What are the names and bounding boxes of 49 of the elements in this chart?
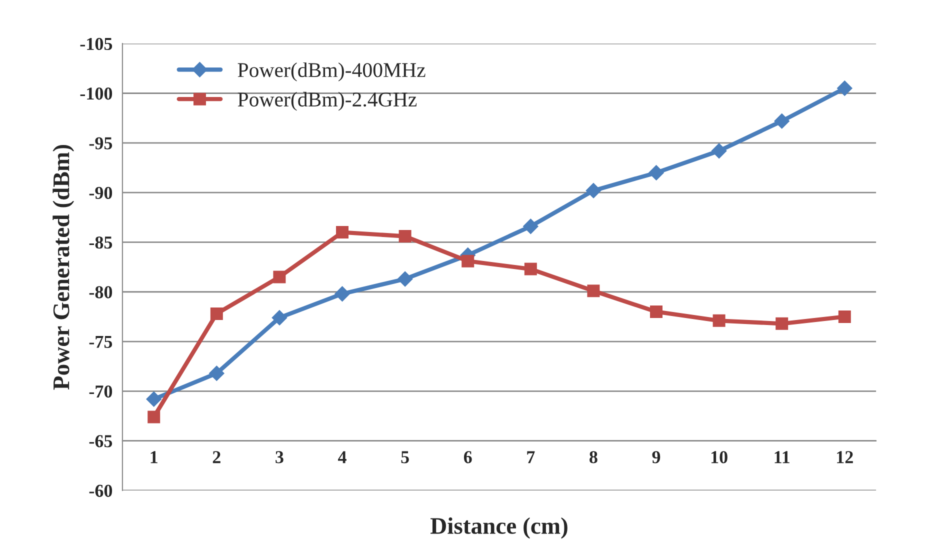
x-tick-label: 8 [590,451,598,464]
x-tick-label: 9 [652,451,660,464]
x-tick-label: 12 [837,451,853,464]
point [774,113,790,129]
y-tick-label: -95 [89,137,112,150]
y-tick-label: -85 [89,236,112,249]
point [776,317,788,330]
point [711,143,727,158]
y-axis-title: Power Generated (dBm) [52,145,74,390]
y-tick-label: -90 [89,186,112,200]
point [524,262,537,276]
point [712,314,726,327]
point [210,307,223,320]
x-tick-label: 5 [401,451,409,464]
point [586,183,602,198]
x-tick-label: 2 [212,451,220,464]
point [273,270,286,284]
point [398,230,412,243]
x-tick-label: 1 [150,451,158,464]
point [272,310,288,326]
y-tick-label: -75 [89,336,112,348]
point [523,218,538,234]
x-tick-label: 7 [527,451,535,464]
point [334,286,350,302]
x-tick-label: 3 [276,451,284,464]
point [146,392,162,407]
point [148,410,160,424]
y-tick-label: -100 [80,88,112,100]
y-tick-label: -65 [89,435,112,448]
point [587,284,600,298]
legend-label: Power(dBm)-2.4GHz [238,92,417,111]
x-tick-label: 10 [711,451,728,464]
x-tick-label: 6 [464,451,472,464]
point [838,310,851,323]
y-tick-label: -70 [89,385,112,398]
point [837,80,852,96]
point [336,226,349,239]
y-tick-label: -80 [89,286,112,298]
y-tick-label: -105 [80,38,112,50]
y-tick-label: -60 [89,484,112,497]
point [397,271,413,287]
point [462,254,474,268]
point [648,165,664,180]
point [209,366,224,381]
x-axis-title: Distance (cm) [430,517,568,539]
x-tick-label: 11 [774,451,790,464]
x-tick-label: 4 [338,451,346,464]
legend-label: Power(dBm)-400MHz [238,62,426,82]
point [650,305,663,318]
